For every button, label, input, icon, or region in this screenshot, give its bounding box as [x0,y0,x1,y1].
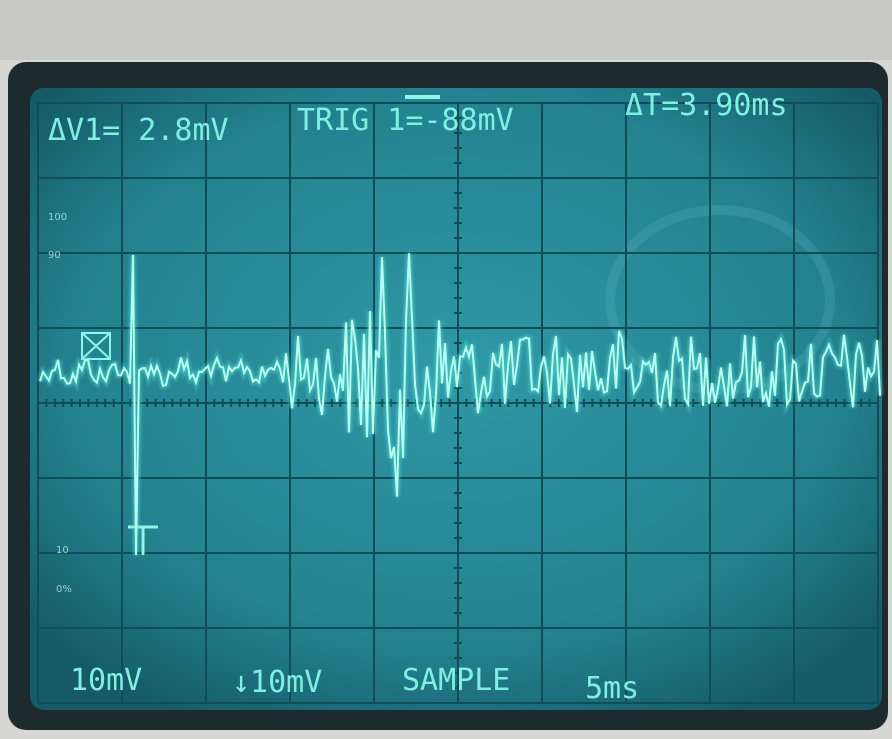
trace [39,253,881,556]
graticule [37,102,879,704]
delta-t-readout: ΔT=3.90ms [625,88,788,123]
timebase: 5ms [585,671,639,706]
delta-v-readout: ΔV1= 2.8mV [48,113,229,148]
graticule-label: 0% [56,584,72,595]
acquire-mode: SAMPLE [402,663,510,698]
screen [30,88,882,710]
ground-marker [81,332,111,360]
graticule-label: 90 [48,250,61,261]
graticule-label: 100 [48,212,67,223]
ground-marker-x [81,332,111,360]
bezel-top [0,0,892,60]
graticule-label: 10 [56,545,69,556]
markers [81,95,440,555]
trigger-readout: TRIG 1=-88mV [297,103,514,138]
ch2-scale: ↓10mV [232,665,322,700]
ch1-scale: 10mV [70,663,142,698]
